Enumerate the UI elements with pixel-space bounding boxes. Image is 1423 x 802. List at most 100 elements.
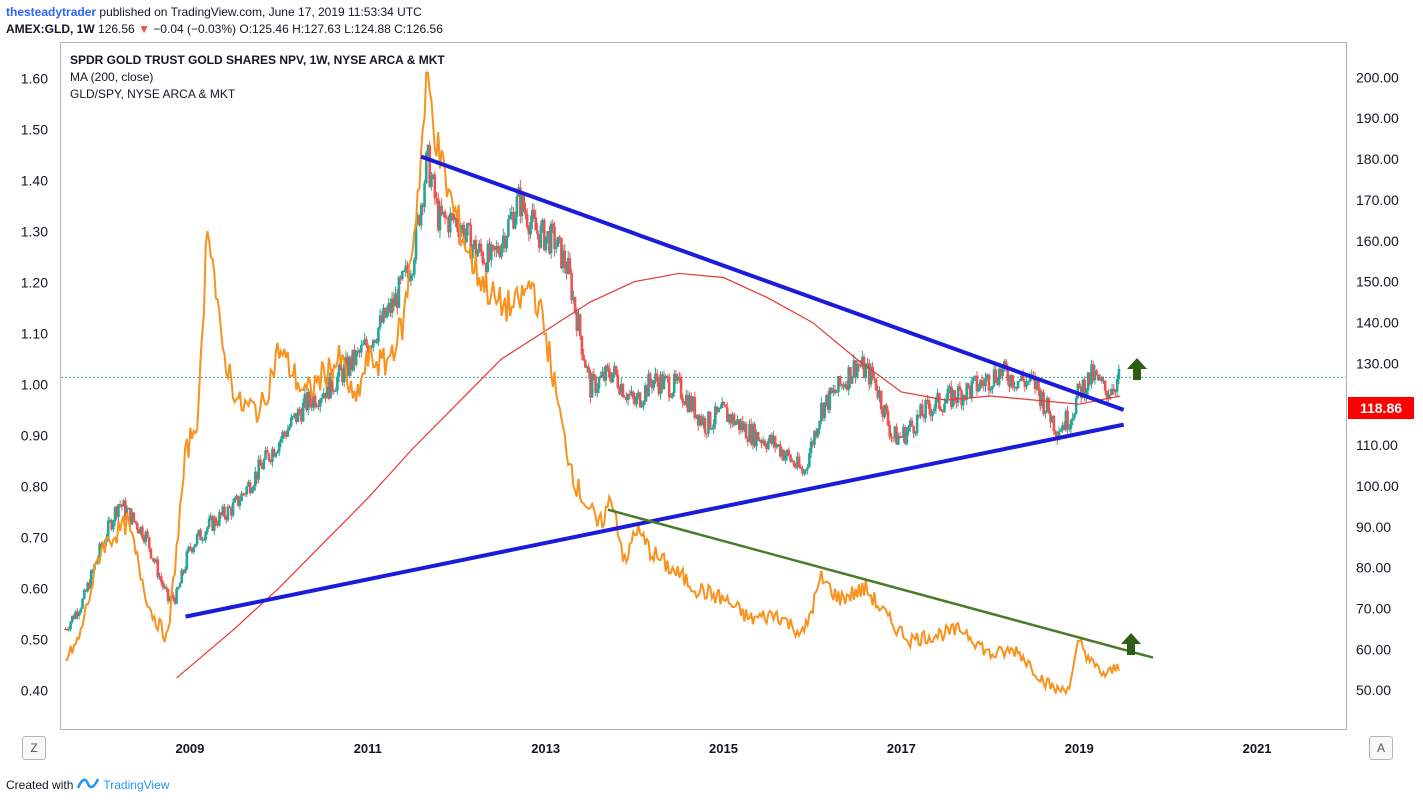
candle-body: [507, 219, 510, 237]
candle-body: [912, 425, 915, 434]
candle-body: [602, 371, 606, 381]
candle-body: [838, 376, 842, 386]
candle-body: [495, 245, 498, 251]
candle-body: [472, 240, 476, 247]
candle-body: [927, 400, 931, 409]
candle-body: [977, 387, 980, 392]
candle-body: [850, 376, 854, 384]
candle-body: [784, 455, 787, 461]
candle-body: [809, 441, 813, 454]
candle-body: [991, 385, 994, 390]
candle-body: [1115, 379, 1119, 392]
candle-body: [802, 470, 806, 474]
candle-body: [484, 263, 488, 273]
candle-body: [840, 384, 844, 386]
candle-body: [450, 213, 454, 215]
candle-body: [238, 501, 242, 506]
candle-body: [732, 414, 736, 426]
candle-body: [565, 267, 568, 274]
candle-body: [532, 209, 536, 218]
candle-body: [361, 344, 365, 346]
candle-body: [611, 372, 614, 383]
candle-body: [717, 408, 721, 413]
candle-body: [635, 396, 638, 405]
candle-body: [751, 424, 755, 445]
author-link[interactable]: thesteadytrader: [6, 5, 97, 19]
candle-body: [409, 275, 413, 281]
chart-pane[interactable]: [60, 42, 1347, 730]
candle-body: [387, 302, 390, 311]
triangle-lower-trendline[interactable]: [185, 422, 1125, 619]
candle-body: [835, 391, 839, 393]
candle-body: [741, 421, 744, 431]
candle-body: [401, 271, 404, 280]
candle-body: [929, 408, 933, 417]
candle-body: [546, 231, 550, 237]
candle-body: [149, 548, 153, 559]
candle-body: [1004, 361, 1008, 369]
right-axis-tick: 60.00: [1356, 641, 1391, 657]
candle-body: [818, 421, 821, 429]
candle-body: [337, 364, 341, 377]
candle-body: [996, 381, 999, 385]
candle-body: [325, 378, 329, 399]
auto-scale-button[interactable]: A: [1369, 736, 1393, 760]
candle-body: [218, 512, 221, 526]
candle-body: [806, 466, 809, 470]
candle-body: [520, 194, 524, 217]
ratio-downtrend-line[interactable]: [607, 508, 1154, 659]
candle-body: [286, 429, 290, 437]
candle-body: [967, 383, 970, 386]
candle-body: [289, 417, 293, 427]
candle-body: [265, 450, 269, 454]
candle-body: [932, 408, 936, 412]
candle-body: [823, 402, 827, 418]
candle-body: [951, 390, 955, 407]
candle-body: [1011, 375, 1015, 388]
tradingview-brand-link[interactable]: TradingView: [103, 777, 170, 792]
candle-body: [177, 587, 180, 589]
zoom-toggle-button[interactable]: Z: [22, 736, 46, 760]
candle-body: [601, 371, 604, 376]
candle-body: [654, 373, 657, 381]
candle-body: [693, 397, 697, 418]
candle-body: [724, 404, 727, 408]
candle-body: [255, 471, 259, 480]
chart-legend: SPDR GOLD TRUST GOLD SHARES NPV, 1W, NYS…: [70, 52, 445, 103]
candle-body: [98, 543, 101, 558]
candle-body: [382, 307, 385, 323]
candle-body: [416, 215, 420, 223]
candle-body: [604, 365, 608, 381]
candle-body: [320, 398, 324, 400]
candle-body: [1021, 375, 1025, 381]
candle-body: [854, 360, 857, 378]
candle-body: [939, 408, 943, 411]
triangle-upper-trendline[interactable]: [420, 154, 1125, 412]
candle-body: [1078, 383, 1081, 387]
candle-body: [638, 392, 642, 408]
candle-body: [370, 346, 373, 348]
candle-body: [1110, 388, 1114, 395]
candle-body: [371, 339, 375, 347]
candle-body: [804, 469, 808, 471]
candle-body: [489, 244, 493, 261]
candle-body: [1102, 380, 1105, 382]
candle-body: [891, 437, 895, 439]
candle-body: [1114, 391, 1117, 393]
candle-body: [869, 366, 873, 385]
candle-body: [956, 386, 960, 403]
candle-body: [173, 598, 177, 604]
candle-body: [341, 370, 344, 383]
candle-body: [1059, 430, 1063, 432]
candle-body: [862, 356, 866, 378]
candle-body: [758, 440, 762, 442]
legend-ma: MA (200, close): [70, 70, 154, 84]
candle-body: [500, 244, 503, 257]
candle-body: [399, 277, 402, 280]
candle-body: [488, 243, 491, 261]
candle-body: [770, 434, 774, 445]
candle-body: [413, 259, 416, 275]
candle-body: [1009, 375, 1013, 387]
candle-body: [674, 374, 678, 381]
